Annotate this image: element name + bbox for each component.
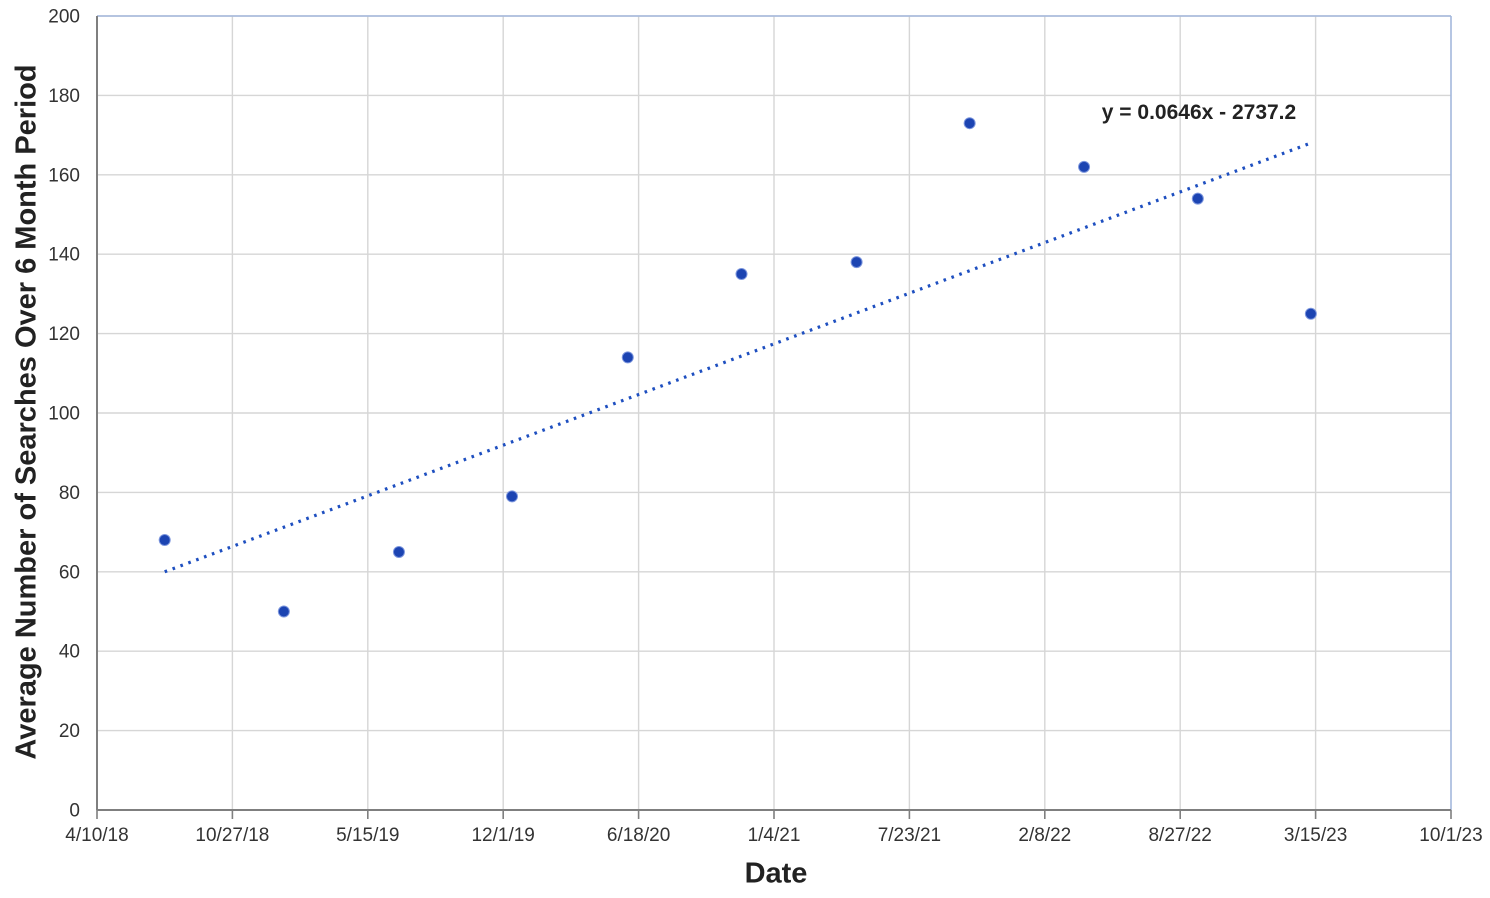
- y-tick-label: 160: [48, 165, 80, 186]
- x-tick-label: 10/27/18: [195, 825, 269, 846]
- y-tick-label: 80: [59, 483, 80, 504]
- y-tick-label: 60: [59, 562, 80, 583]
- scatter-point: [158, 534, 171, 547]
- x-tick-label: 5/15/19: [336, 825, 399, 846]
- y-tick-label: 200: [48, 7, 80, 28]
- scatter-point: [735, 268, 748, 281]
- scatter-point: [392, 545, 405, 558]
- x-axis-title: Date: [744, 857, 808, 890]
- scatter-point: [1304, 307, 1317, 320]
- x-tick-label: 6/18/20: [607, 825, 670, 846]
- y-tick-label: 40: [59, 642, 80, 663]
- x-tick-label: 3/15/23: [1284, 825, 1347, 846]
- x-tick-label: 8/27/22: [1148, 825, 1211, 846]
- scatter-point: [621, 351, 634, 364]
- y-tick-label: 20: [59, 721, 80, 742]
- x-tick-label: 1/4/21: [748, 825, 801, 846]
- trendline: [164, 141, 1312, 574]
- x-tick-label: 4/10/18: [65, 825, 128, 846]
- x-tick-label: 7/23/21: [878, 825, 941, 846]
- x-tick-label: 10/1/23: [1419, 825, 1482, 846]
- y-tick-label: 140: [48, 245, 80, 266]
- scatter-point: [277, 605, 290, 618]
- x-tick-label: 2/8/22: [1018, 825, 1071, 846]
- y-tick-label: 180: [48, 86, 80, 107]
- x-tick-label: 12/1/19: [471, 825, 534, 846]
- scatter-point: [1191, 192, 1204, 205]
- trendline-equation: y = 0.0646x - 2737.2: [1102, 101, 1296, 124]
- y-tick-label: 120: [48, 324, 80, 345]
- y-tick-label: 100: [48, 404, 80, 425]
- scatter-point: [506, 490, 519, 503]
- scatter-point: [1078, 160, 1091, 173]
- y-axis-title: Average Number of Searches Over 6 Month …: [10, 64, 43, 760]
- scatter-point: [850, 256, 863, 269]
- scatter-point: [963, 117, 976, 130]
- y-tick-label: 0: [69, 801, 80, 822]
